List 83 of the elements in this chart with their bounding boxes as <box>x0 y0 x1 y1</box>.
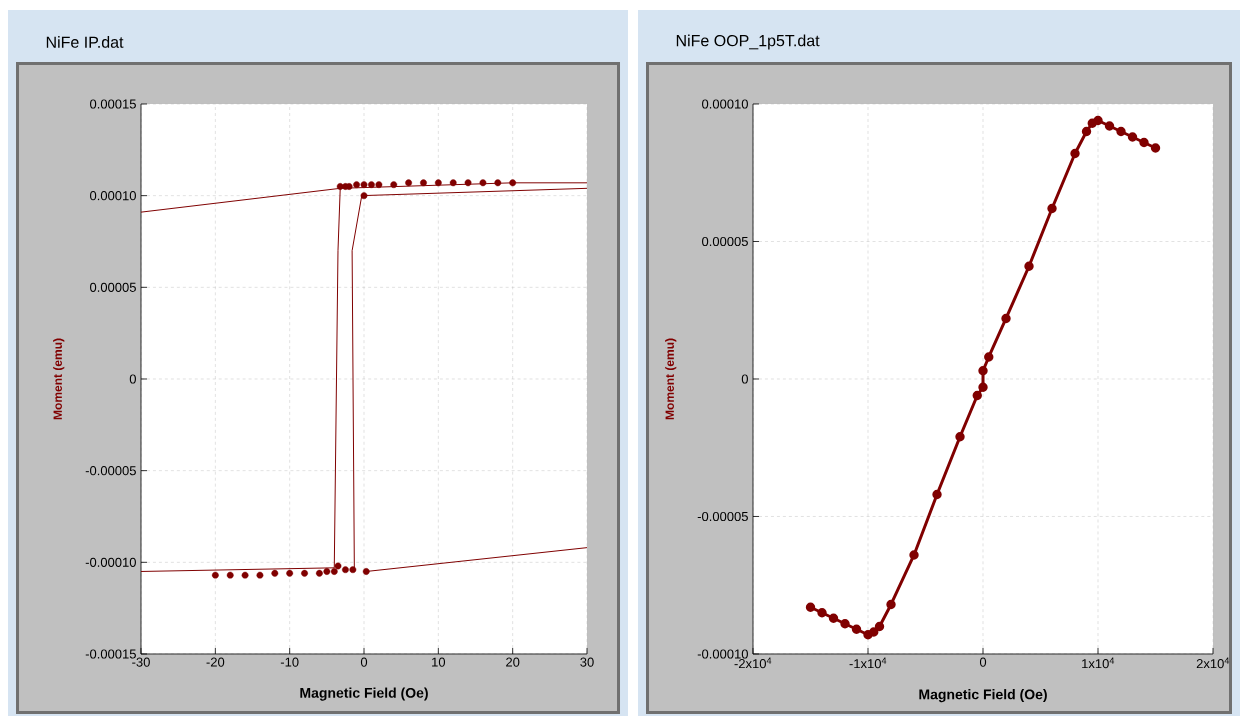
y-tick-label: 0 <box>741 374 748 384</box>
x-tick-label: 2x10$^{4}$ <box>1196 657 1230 669</box>
point <box>1127 132 1138 142</box>
point <box>362 568 370 575</box>
y-tick-label: 0.00005 <box>702 236 748 247</box>
point <box>1070 148 1080 159</box>
point <box>271 569 279 577</box>
point <box>353 181 360 189</box>
point <box>840 619 850 629</box>
x-tick-label: -30 <box>132 657 150 667</box>
point <box>449 179 457 187</box>
y-tick-label: -0.00005 <box>697 511 748 522</box>
x-tick-label: 10 <box>432 657 446 667</box>
point <box>1116 126 1126 137</box>
y-tick-label: 0.00010 <box>90 191 136 201</box>
y-tick-label: -0.00010 <box>697 649 748 659</box>
x-tick-label: -10 <box>280 657 299 667</box>
y-tick-label: 0.00015 <box>90 99 136 109</box>
y-tick-label: -0.00010 <box>85 557 136 567</box>
y-tick-label: -0.00015 <box>85 649 136 659</box>
point <box>349 566 357 574</box>
point <box>1081 126 1092 137</box>
y-tick-label: -0.00005 <box>85 466 136 476</box>
point <box>334 562 342 570</box>
y-axis-title: Moment (emu) <box>53 338 65 420</box>
point <box>360 181 368 189</box>
chart-title: NiFe OOP_1p5T.dat <box>676 34 820 50</box>
point <box>1024 261 1034 271</box>
point <box>1150 143 1161 153</box>
point <box>828 613 839 623</box>
point <box>330 568 338 575</box>
point <box>978 382 988 392</box>
point <box>984 352 994 362</box>
point <box>226 571 234 579</box>
point <box>375 181 383 189</box>
x-tick-label: 30 <box>580 657 594 667</box>
y-axis-title: Moment (emu) <box>665 338 677 420</box>
point <box>1139 137 1149 148</box>
point <box>1047 203 1057 214</box>
point <box>955 432 965 442</box>
point <box>211 571 219 579</box>
chart-title: NiFe IP.dat <box>46 36 124 48</box>
point <box>817 608 827 618</box>
point <box>420 179 427 187</box>
point <box>886 599 896 610</box>
point <box>405 179 413 187</box>
point <box>805 602 816 612</box>
point <box>978 366 988 376</box>
x-tick-label: -1x10$^{4}$ <box>849 657 887 669</box>
point <box>972 390 982 401</box>
x-tick-label: 1x10$^{4}$ <box>1082 657 1115 669</box>
point <box>874 621 885 632</box>
point <box>390 181 398 189</box>
x-tick-label: 20 <box>506 657 520 667</box>
y-tick-label: 0 <box>129 374 136 384</box>
point <box>342 566 349 574</box>
x-axis-title: Magnetic Field (Oe) <box>919 689 1047 703</box>
point <box>494 179 502 187</box>
x-axis-title: Magnetic Field (Oe) <box>300 687 428 701</box>
point <box>360 192 368 200</box>
point <box>256 571 264 579</box>
point <box>434 179 442 187</box>
point <box>509 179 517 187</box>
point <box>1001 313 1011 324</box>
point <box>286 569 294 577</box>
point <box>869 627 879 637</box>
point <box>316 569 323 577</box>
x-tick-label: 0 <box>360 657 368 667</box>
y-tick-label: 0.00010 <box>702 99 748 109</box>
point <box>301 569 308 577</box>
point <box>464 179 472 187</box>
point <box>368 181 375 189</box>
point <box>932 489 942 500</box>
point <box>1093 115 1103 126</box>
point <box>1104 121 1115 131</box>
point <box>909 550 919 560</box>
point <box>323 568 331 575</box>
x-tick-label: -20 <box>206 657 225 667</box>
point <box>851 624 862 634</box>
point <box>241 571 249 579</box>
point <box>479 179 487 187</box>
y-tick-label: 0.00005 <box>90 282 136 292</box>
x-tick-label: 0 <box>979 657 987 667</box>
